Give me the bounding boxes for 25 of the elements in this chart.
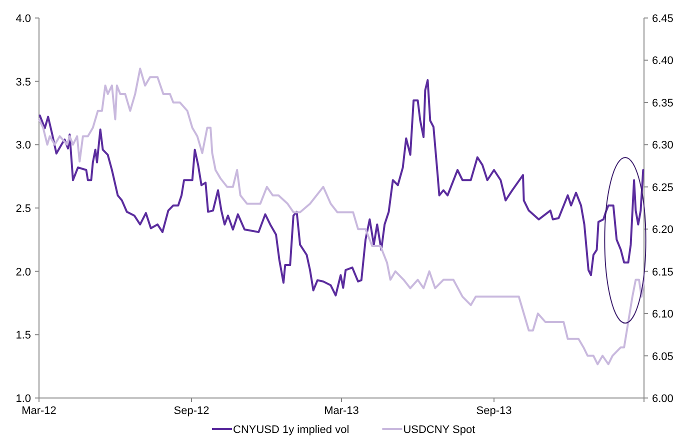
y-tick-label: 3.5 — [16, 76, 31, 88]
y2-tick-label: 6.15 — [652, 266, 674, 278]
y2-tick-label: 6.25 — [652, 182, 674, 194]
y-tick-label: 1.0 — [16, 393, 31, 405]
y2-tick-label: 6.20 — [652, 224, 674, 236]
x-tick-label: Sep-12 — [174, 405, 210, 417]
y2-tick-label: 6.35 — [652, 97, 674, 110]
legend-label: CNYUSD 1y implied vol — [233, 424, 350, 436]
y-tick-label: 1.5 — [16, 330, 31, 342]
y-tick-label: 3.0 — [16, 140, 31, 152]
legend-label: USDCNY Spot — [403, 424, 476, 436]
y2-tick-label: 6.00 — [652, 393, 674, 405]
line-series — [38, 79, 644, 296]
x-tick-label: Mar-13 — [324, 405, 359, 417]
y-tick-label: 2.0 — [16, 266, 31, 278]
y2-tick-label: 6.10 — [652, 308, 674, 321]
line-series — [38, 68, 645, 366]
y-tick-label: 2.5 — [16, 203, 31, 215]
x-tick-label: Sep-13 — [476, 405, 512, 417]
y2-tick-label: 6.45 — [652, 13, 674, 25]
y2-tick-label: 6.30 — [652, 140, 674, 152]
x-tick-label: Mar-12 — [22, 405, 56, 417]
y2-tick-label: 6.05 — [652, 350, 674, 363]
y-tick-label: 4.0 — [16, 13, 31, 25]
y2-tick-label: 6.40 — [652, 55, 674, 68]
